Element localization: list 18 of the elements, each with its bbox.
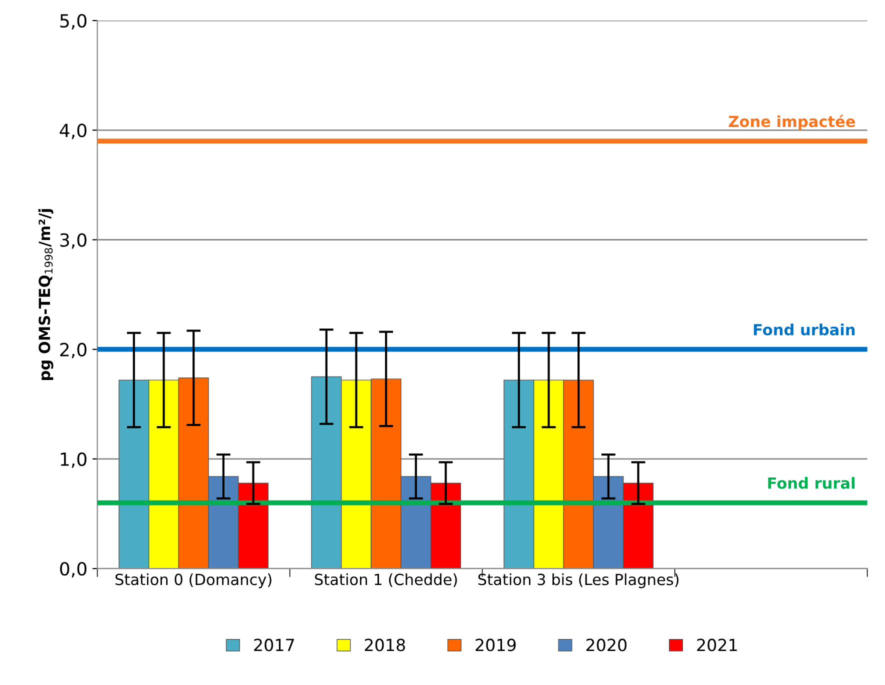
legend-label: 2018	[364, 638, 405, 652]
x-tick-label: Station 1 (Chedde)	[314, 573, 457, 588]
ref-line-label: Fond urbain	[754, 324, 855, 336]
ref-line-label: Fond rural	[768, 477, 854, 489]
y-tick-label: 1,0	[60, 452, 86, 468]
legend-label: 2021	[697, 638, 737, 652]
legend-label: 2020	[586, 638, 627, 652]
legend-label: 2017	[254, 638, 294, 652]
y-tick-label: 0,0	[60, 562, 86, 578]
y-tick-label: 4,0	[60, 124, 86, 140]
y-tick-label: 2,0	[60, 342, 86, 358]
y-axis-title: pg OMS-TEQ$_{1998}$/m²/j	[38, 209, 54, 380]
legend-label: 2019	[476, 638, 516, 652]
x-tick-label: Station 3 bis (Les Plagnes)	[478, 573, 678, 588]
y-tick-label: 5,0	[60, 14, 86, 30]
ref-line-label: Zone impactée	[728, 114, 856, 130]
x-tick-label: Station 0 (Domancy)	[116, 573, 272, 588]
y-tick-label: 3,0	[60, 233, 86, 249]
